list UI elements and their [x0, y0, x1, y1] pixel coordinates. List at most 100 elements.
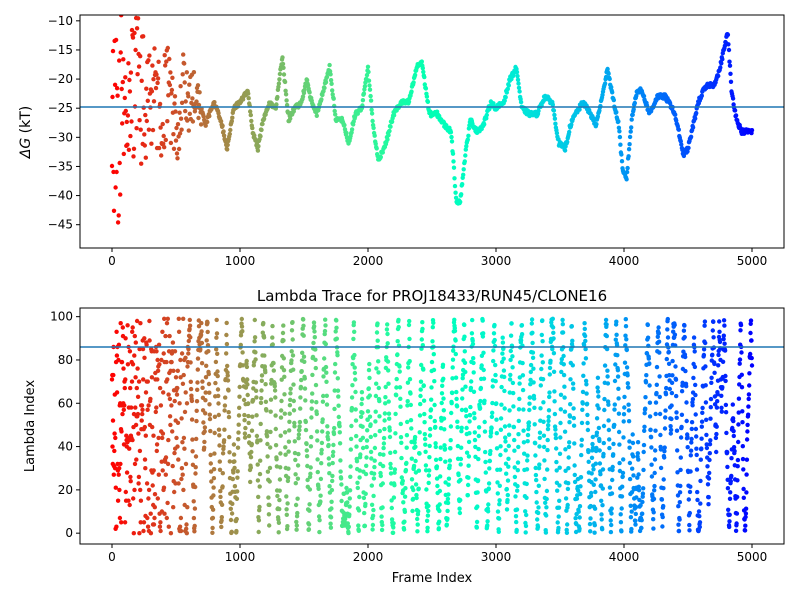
lambda-point	[528, 369, 533, 375]
lambda-point	[325, 437, 331, 442]
free-energy-point	[641, 93, 647, 99]
free-energy-point	[284, 98, 289, 103]
lambda-point	[175, 385, 180, 391]
lambda-point	[466, 463, 471, 468]
lambda-point	[381, 435, 387, 441]
lambda-point	[369, 502, 375, 507]
free-energy-point	[221, 129, 226, 134]
free-energy-point	[167, 56, 172, 62]
lambda-point	[192, 529, 197, 534]
lambda-point	[404, 460, 409, 466]
lambda-point	[654, 364, 660, 370]
lambda-point	[285, 501, 290, 506]
free-energy-point	[617, 129, 622, 134]
free-energy-point	[463, 153, 468, 158]
lambda-point	[699, 424, 704, 429]
lambda-point	[296, 436, 301, 441]
lambda-point	[336, 394, 341, 399]
free-energy-point	[728, 71, 733, 77]
lambda-point	[516, 418, 521, 424]
lambda-point	[212, 430, 217, 436]
free-energy-x-ticks: 0 1000 2000 3000 4000 5000	[108, 248, 767, 268]
lambda-point	[421, 367, 426, 372]
lambda-point	[326, 456, 331, 461]
lambda-point	[179, 416, 184, 421]
lambda-point	[112, 431, 117, 436]
lambda-point	[257, 484, 262, 489]
lambda-point	[245, 382, 250, 387]
free-energy-point	[218, 119, 224, 124]
lambda-point	[422, 420, 427, 425]
lambda-point	[366, 386, 371, 391]
lambda-point	[252, 317, 257, 323]
lambda-point	[382, 418, 387, 423]
free-energy-point	[277, 77, 282, 82]
lambda-point	[273, 395, 278, 400]
lambda-point	[480, 318, 485, 323]
lambda-axes-frame	[79, 307, 785, 545]
lambda-point	[626, 385, 631, 390]
lambda-point	[329, 487, 335, 493]
free-energy-y-ticks: −45−40−35−30−25−20−15−10	[48, 14, 80, 232]
free-energy-point	[380, 150, 385, 155]
lambda-point	[550, 346, 555, 352]
lambda-point	[481, 367, 486, 373]
lambda-point	[142, 355, 147, 360]
lambda-point	[264, 434, 270, 439]
free-energy-point	[452, 176, 457, 181]
free-energy-point	[331, 96, 336, 101]
lambda-point	[744, 457, 750, 462]
lambda-point	[679, 412, 685, 417]
free-energy-point	[412, 72, 418, 78]
lambda-point	[502, 406, 507, 411]
lambda-point	[221, 438, 227, 443]
lambda-point	[523, 530, 528, 535]
lambda-point	[210, 507, 216, 512]
lambda-point	[735, 457, 741, 463]
lambda-point	[187, 323, 193, 328]
lambda-point	[664, 356, 669, 362]
lambda-point	[524, 512, 529, 518]
lambda-point	[426, 508, 431, 514]
lambda-point	[485, 509, 491, 514]
lambda-point	[597, 461, 603, 466]
lambda-point	[707, 470, 712, 476]
lambda-point	[294, 523, 299, 528]
free-energy-point	[249, 118, 254, 124]
lambda-point	[175, 420, 181, 425]
lambda-point	[517, 396, 522, 402]
lambda-point	[739, 385, 745, 390]
lambda-point	[437, 519, 442, 524]
lambda-point	[313, 347, 318, 352]
lambda-point	[368, 449, 374, 455]
lambda-point	[485, 523, 490, 528]
lambda-point	[652, 488, 657, 493]
lambda-point	[228, 506, 233, 511]
lambda-point	[265, 454, 270, 459]
lambda-point	[707, 442, 713, 447]
free-energy-point	[168, 70, 173, 75]
lambda-point	[397, 385, 403, 390]
lambda-point	[215, 373, 220, 379]
lambda-point	[266, 512, 272, 517]
lambda-point	[714, 424, 719, 429]
lambda-point	[278, 433, 283, 438]
lambda-point	[172, 489, 177, 495]
lambda-point	[706, 502, 711, 507]
y-tick-label: −20	[48, 72, 73, 86]
free-energy-point	[135, 16, 141, 21]
lambda-point	[154, 349, 159, 354]
lambda-point	[503, 439, 508, 444]
lambda-point	[683, 354, 688, 360]
lambda-point	[323, 317, 328, 322]
lambda-points	[109, 316, 755, 536]
lambda-point	[167, 333, 172, 339]
lambda-point	[396, 317, 401, 323]
lambda-point	[276, 530, 281, 535]
lambda-point	[370, 513, 376, 518]
lambda-point	[307, 508, 312, 513]
lambda-point	[291, 382, 296, 387]
lambda-point	[222, 408, 227, 413]
lambda-point	[701, 347, 707, 352]
lambda-point	[158, 403, 164, 408]
